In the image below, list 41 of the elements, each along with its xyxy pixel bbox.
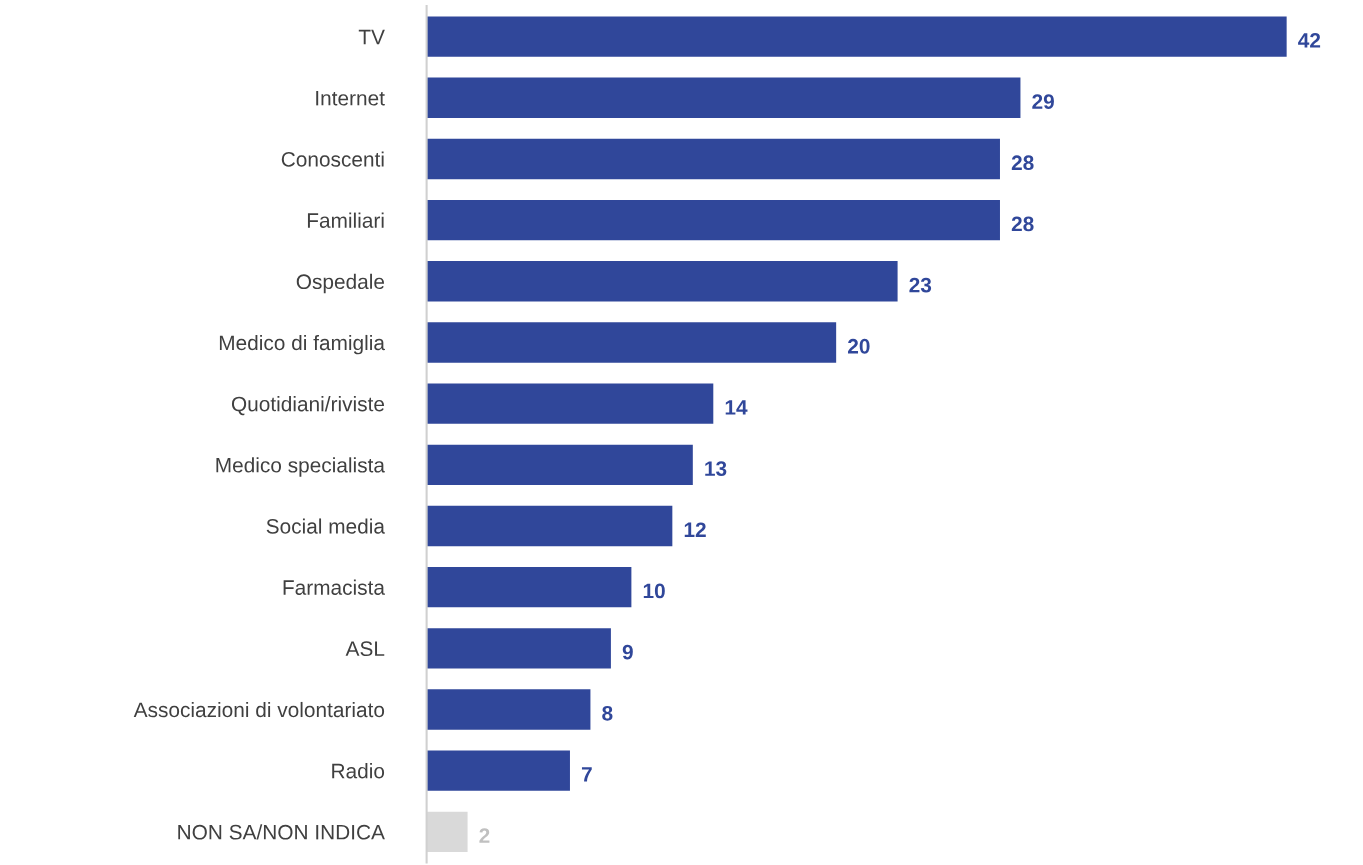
bar (426, 261, 898, 302)
data-label: 23 (909, 277, 932, 293)
data-label: 14 (725, 400, 748, 415)
bar (426, 628, 611, 669)
data-label: 28 (1011, 216, 1034, 232)
y-tick-label: Quotidiani/riviste (231, 396, 385, 416)
data-label: 9 (622, 644, 633, 660)
y-tick-label: Medico specialista (216, 457, 385, 477)
y-tick-label: Ospedale (296, 273, 385, 294)
data-label: 12 (684, 522, 706, 537)
bar (426, 505, 673, 547)
data-label: 13 (705, 461, 727, 476)
bar (426, 77, 1021, 118)
data-label: 8 (602, 705, 613, 721)
data-label: 7 (581, 767, 592, 782)
y-tick-label: Farmacista (283, 579, 385, 595)
bar (426, 689, 591, 730)
bar (426, 322, 837, 363)
bar (426, 750, 570, 791)
data-label: 20 (847, 338, 870, 354)
y-tick-label: Radio (332, 763, 385, 779)
data-label: 29 (1032, 94, 1054, 109)
data-label: 2 (479, 828, 490, 843)
bar (426, 444, 693, 485)
data-label: 42 (1298, 33, 1321, 48)
data-label: 10 (643, 583, 665, 599)
bar (426, 138, 1000, 180)
bar (426, 199, 1000, 241)
y-tick-label: ASL (345, 641, 385, 657)
y-tick-label: Familiari (307, 212, 384, 228)
bar (426, 566, 632, 608)
y-tick-label: Social media (266, 518, 385, 534)
y-tick-label: Medico di famiglia (219, 334, 385, 355)
y-tick-label: Internet (316, 91, 385, 106)
bar (426, 16, 1287, 57)
y-tick-label: Conoscenti (281, 151, 384, 167)
data-label: 28 (1011, 155, 1034, 171)
y-tick-label: Associazioni di volontariato (133, 701, 385, 718)
bar (426, 383, 714, 424)
y-tick-label: NON SA/NON INDICA (178, 824, 385, 840)
y-tick-label: TV (358, 29, 385, 45)
